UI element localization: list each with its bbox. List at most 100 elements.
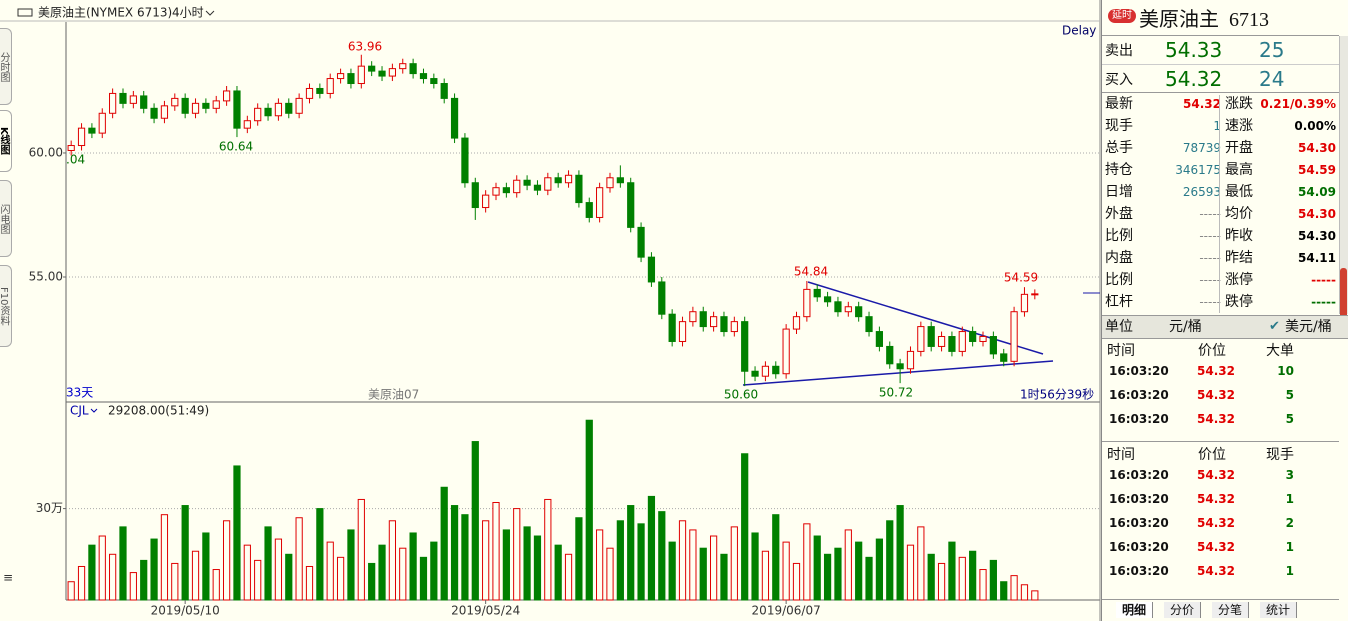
candle-body (129, 95, 137, 104)
stat-value: 78739 (1182, 141, 1221, 155)
candle-body (678, 321, 687, 342)
scroll-thumb[interactable] (1340, 268, 1347, 320)
volume-bar (668, 541, 676, 601)
candle-body (119, 92, 127, 104)
stat-value: 0.21/0.39% (1260, 97, 1336, 111)
candle-body (233, 90, 241, 129)
stat-value: 0.00% (1294, 119, 1336, 133)
volume-bar (886, 520, 894, 601)
volume-bar (88, 544, 96, 601)
period-selector[interactable]: 4小时 (172, 6, 204, 20)
plot-background (12, 22, 1100, 600)
candle-body (813, 288, 821, 298)
row-time: 16:03:20 (1109, 540, 1169, 554)
table-header: 时间 (1107, 447, 1135, 463)
volume-bar (368, 562, 376, 601)
instrument-title: 美原油主(NYMEX 6713) (38, 6, 172, 20)
dropdown-arrow[interactable] (90, 408, 98, 413)
candle-body (222, 90, 231, 102)
volume-bar (761, 550, 770, 601)
volume-bar (596, 529, 604, 601)
row-time: 16:03:20 (1109, 492, 1169, 506)
stat-label: 杠杆 (1105, 294, 1133, 310)
stat-value: ----- (1199, 273, 1221, 287)
candle-body (958, 331, 966, 352)
candle-body (264, 107, 272, 117)
candle-body (347, 73, 355, 85)
row-size: 5 (1285, 388, 1294, 402)
stat-value: 54.59 (1298, 163, 1336, 177)
scrollbar[interactable] (1339, 36, 1348, 314)
candle-body (585, 202, 593, 218)
side-tab[interactable]: F10资料 (0, 265, 12, 347)
side-tab[interactable]: 闪电图 (0, 180, 12, 257)
volume-bar (523, 526, 531, 601)
stat-label: 速涨 (1225, 118, 1253, 134)
row-price: 54.32 (1197, 492, 1235, 506)
stat-value: ----- (1199, 229, 1221, 243)
delay-badge: 延时 (1108, 9, 1136, 23)
candle-body (461, 137, 469, 184)
stat-label: 最高 (1225, 162, 1253, 178)
stat-value: 54.30 (1298, 229, 1336, 243)
volume-bar (492, 502, 500, 601)
volume-bar (471, 441, 479, 601)
volume-bar (98, 535, 106, 601)
side-tab[interactable]: 分时图 (0, 28, 12, 105)
volume-bar (772, 514, 780, 601)
row-size: 5 (1285, 412, 1294, 426)
candle-body (482, 194, 490, 209)
panel-tab[interactable]: 统计 (1260, 602, 1298, 618)
volume-bar (606, 547, 614, 601)
stat-label: 内盘 (1105, 250, 1133, 266)
volume-bar (1000, 581, 1008, 601)
panel-tab[interactable]: 分价 (1164, 602, 1202, 618)
volume-bar (357, 498, 365, 601)
x-tick-label: 2019/06/07 (752, 604, 821, 618)
candle-body (399, 63, 407, 70)
stat-value: ----- (1311, 295, 1336, 309)
row-size: 1 (1285, 564, 1294, 578)
candle-body (709, 316, 718, 328)
panel-tab[interactable]: 分笔 (1212, 602, 1250, 618)
quote-panel: 延时 美原油主 6713 卖出 54.33 25 买入 54.32 24 最新 54.32 涨跌 0.… (1101, 0, 1348, 621)
volume-bar (77, 565, 86, 601)
candle-body (1000, 353, 1008, 362)
unit-option[interactable]: 美元/桶 (1285, 319, 1332, 335)
volume-bar (678, 520, 687, 601)
panel-tab[interactable]: 明细 (1116, 602, 1154, 618)
stat-label: 比例 (1105, 272, 1133, 288)
candle-body (305, 87, 314, 99)
stat-value: ----- (1311, 273, 1336, 287)
candle-body (792, 316, 801, 330)
stat-value: 54.30 (1298, 207, 1336, 221)
unit-option[interactable]: 元/桶 (1169, 319, 1202, 335)
candle-body (751, 370, 759, 377)
stat-label: 现手 (1105, 118, 1133, 134)
y-tick-label: 55.00 (29, 269, 63, 283)
dropdown-arrow[interactable] (205, 10, 215, 16)
row-time: 16:03:20 (1109, 468, 1169, 482)
candle-body (917, 326, 925, 352)
indicator-name[interactable]: CJL (70, 404, 89, 418)
volume-bar (958, 556, 966, 601)
side-tab[interactable]: K线图 (0, 110, 12, 172)
unit-check: ✔ (1269, 319, 1280, 334)
volume-bar (875, 538, 884, 601)
candle-body (730, 321, 738, 333)
candle-body (254, 107, 262, 122)
volume-bar (140, 559, 148, 601)
volume-bar (202, 532, 210, 601)
volume-bar (336, 556, 345, 601)
volume-bar (388, 520, 397, 601)
volume-bar (616, 520, 624, 601)
row-time: 16:03:20 (1109, 516, 1169, 530)
volume-bar (119, 526, 127, 601)
menu-icon[interactable]: ≡ (3, 571, 13, 585)
row-price: 54.32 (1197, 540, 1235, 554)
candle-body (316, 87, 324, 94)
stat-label: 涨停 (1225, 272, 1253, 288)
volume-bar (347, 529, 355, 601)
volume-bar (782, 541, 790, 601)
volume-bar (399, 547, 407, 601)
